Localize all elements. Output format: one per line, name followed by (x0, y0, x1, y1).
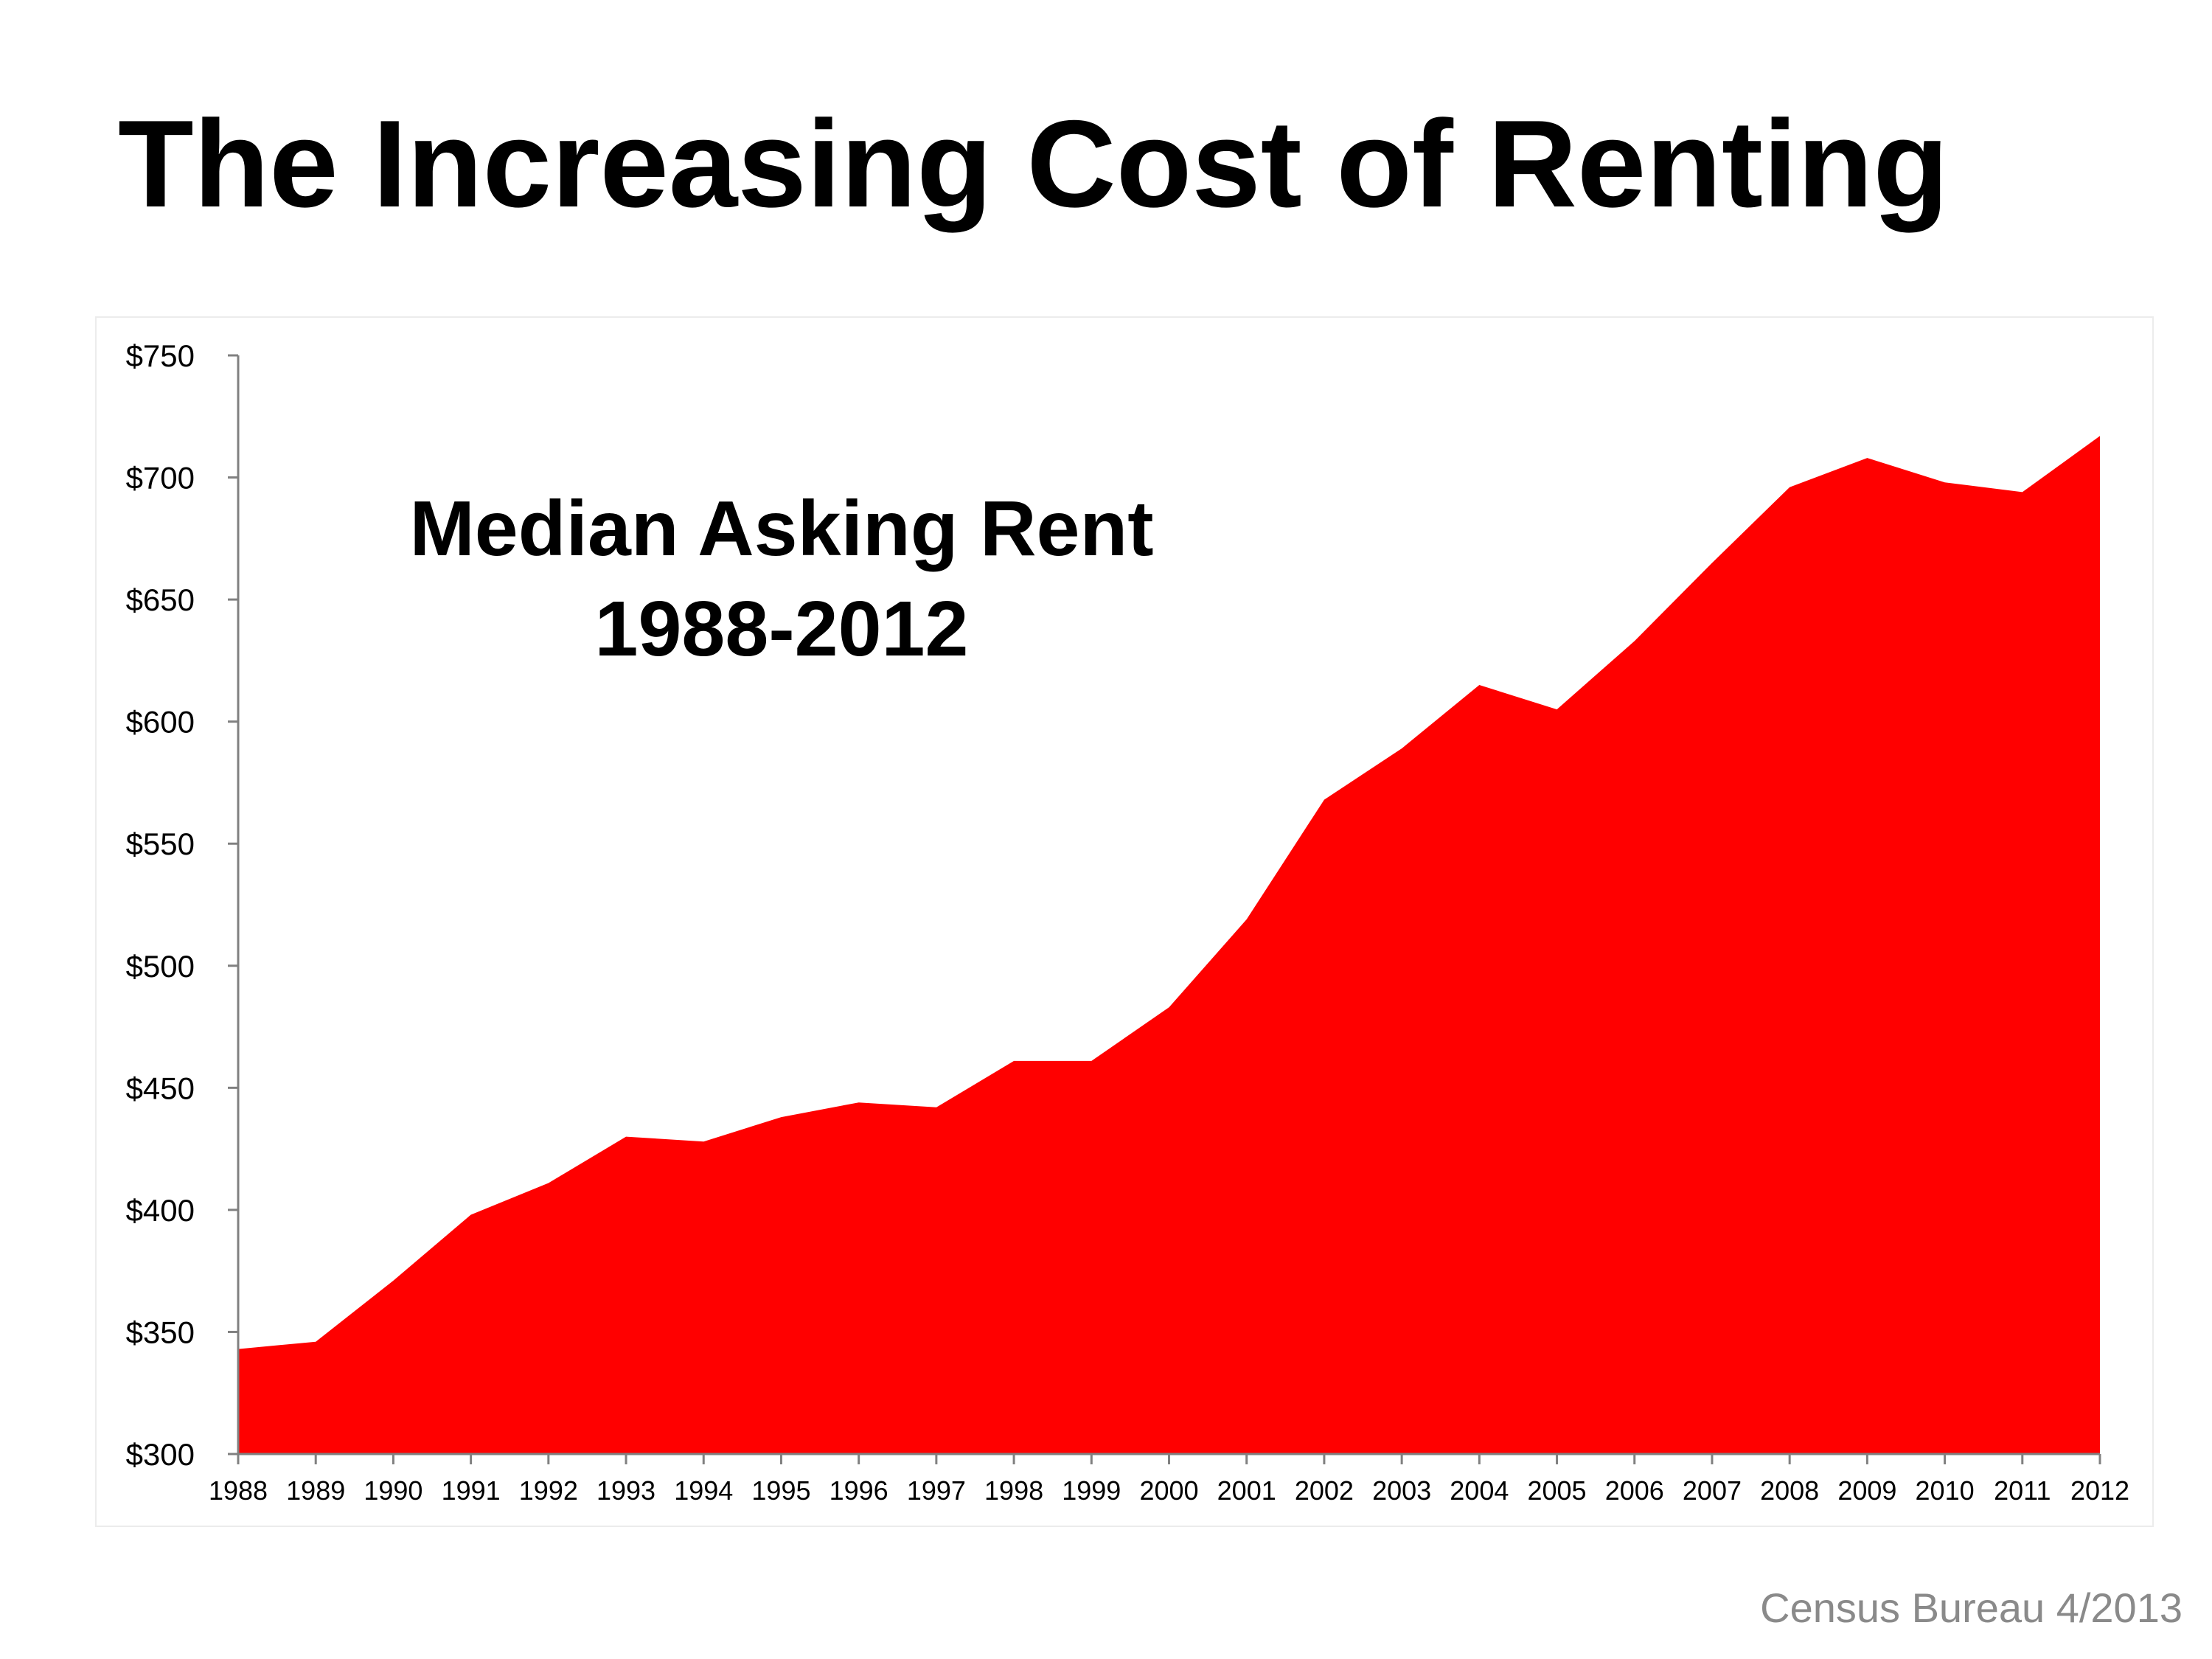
y-tick-label: $550 (126, 827, 195, 861)
y-tick-label: $350 (126, 1315, 195, 1349)
x-tick-label: 1992 (519, 1475, 578, 1506)
x-tick-label: 2002 (1295, 1475, 1354, 1506)
x-tick-label: 1994 (674, 1475, 733, 1506)
x-tick-label: 1995 (751, 1475, 810, 1506)
x-tick-label: 2007 (1683, 1475, 1742, 1506)
x-tick-label: 2004 (1450, 1475, 1509, 1506)
x-tick-label: 2003 (1372, 1475, 1431, 1506)
x-tick-label: 1988 (209, 1475, 268, 1506)
x-tick-label: 2011 (1994, 1475, 2051, 1506)
x-tick-label: 2006 (1605, 1475, 1664, 1506)
x-tick-label: 1990 (364, 1475, 422, 1506)
x-tick-label: 2008 (1760, 1475, 1819, 1506)
x-tick-label: 1998 (984, 1475, 1043, 1506)
y-tick-label: $750 (126, 338, 195, 373)
x-tick-label: 1996 (830, 1475, 888, 1506)
source-note: Census Bureau 4/2013 (1760, 1585, 2183, 1631)
x-tick-label: 2010 (1916, 1475, 1975, 1506)
chart-title-line2: 1988-2012 (594, 585, 969, 672)
x-tick-label: 2012 (2070, 1475, 2129, 1506)
x-tick-label: 1993 (597, 1475, 655, 1506)
y-tick-label: $300 (126, 1437, 195, 1472)
x-tick-label: 1989 (286, 1475, 345, 1506)
x-tick-label: 1991 (442, 1475, 501, 1506)
y-tick-label: $400 (126, 1193, 195, 1228)
y-tick-label: $700 (126, 461, 195, 495)
area-series-0 (238, 436, 2100, 1454)
chart-title-line1: Median Asking Rent (409, 485, 1154, 572)
x-tick-label: 2009 (1837, 1475, 1896, 1506)
x-tick-label: 2000 (1139, 1475, 1198, 1506)
chart-title: Median Asking Rent 1988-2012 (324, 479, 1239, 679)
y-tick-label: $600 (126, 705, 195, 740)
x-tick-label: 2001 (1217, 1475, 1276, 1506)
y-tick-label: $450 (126, 1071, 195, 1105)
slide-title: The Increasing Cost of Renting (118, 94, 1949, 233)
y-tick-label: $650 (126, 582, 195, 617)
x-tick-label: 1997 (907, 1475, 966, 1506)
x-tick-label: 2005 (1527, 1475, 1586, 1506)
y-tick-label: $500 (126, 949, 195, 984)
x-tick-label: 1999 (1062, 1475, 1121, 1506)
